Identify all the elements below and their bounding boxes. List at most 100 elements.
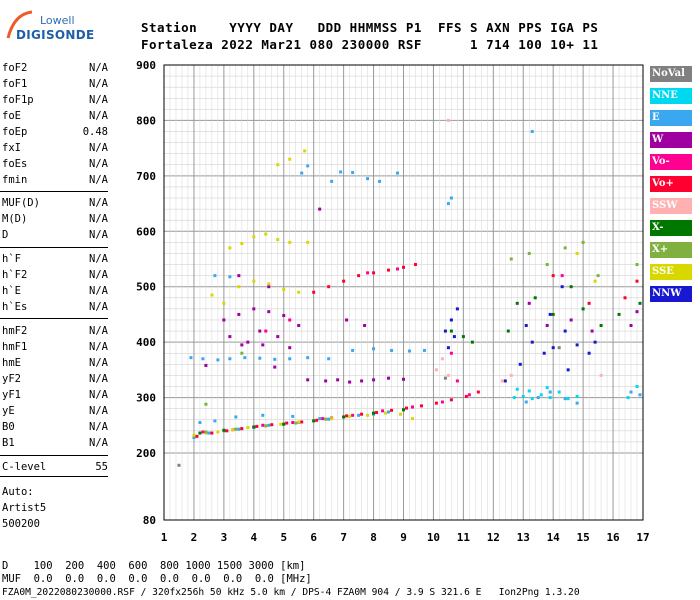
param-name: hmE [2, 357, 21, 369]
point-w [228, 335, 231, 338]
param-name: h`Es [2, 301, 27, 313]
point-w [297, 324, 300, 327]
point-w [252, 307, 255, 310]
param-value: N/A [89, 405, 108, 417]
separator [0, 455, 108, 456]
point-w [372, 378, 375, 381]
point-nnw [567, 368, 570, 371]
auto-program: Artist5 [2, 502, 46, 514]
legend-item-w: W [650, 132, 692, 148]
point-ssw [447, 374, 450, 377]
point-sse [411, 417, 414, 420]
point-sse [228, 246, 231, 249]
point-sse [222, 302, 225, 305]
legend-item-noval: NoVal [650, 66, 692, 82]
point-sse [240, 242, 243, 245]
separator [0, 318, 108, 319]
point-w [267, 285, 270, 288]
point-e [291, 415, 294, 418]
point-w [636, 310, 639, 313]
y-tick-label: 700 [136, 170, 156, 183]
point-vo- [588, 302, 591, 305]
param-name: yF1 [2, 389, 21, 401]
auto-label: Auto: [2, 486, 34, 498]
point-vo- [435, 402, 438, 405]
point-e [267, 424, 270, 427]
param-value: 0.48 [83, 126, 108, 138]
point-w [570, 318, 573, 321]
param-row-d: D N/A [2, 229, 108, 243]
point-ssw [510, 374, 513, 377]
point-vo- [468, 393, 471, 396]
logo-bottom-text: DIGISONDE [16, 28, 95, 42]
param-row-hmf1: hmF1 N/A [2, 341, 108, 355]
point-e [408, 350, 411, 353]
point-nnw [588, 352, 591, 355]
point-e [396, 172, 399, 175]
x-tick-label: 8 [370, 531, 377, 544]
point-vo- [420, 404, 423, 407]
point-e [387, 410, 390, 413]
x-tick-label: 7 [340, 531, 347, 544]
point-w [318, 208, 321, 211]
point-e [189, 356, 192, 359]
point-nnw [450, 318, 453, 321]
point-sse [192, 434, 195, 437]
point-vo- [372, 271, 375, 274]
param-value: N/A [89, 373, 108, 385]
point-x- [462, 335, 465, 338]
point-vo- [255, 425, 258, 428]
point-vo- [405, 407, 408, 410]
point-vo- [270, 423, 273, 426]
param-value: N/A [89, 301, 108, 313]
point-e [357, 414, 360, 417]
legend-item-vo-: Vo- [650, 154, 692, 170]
point-vo- [312, 291, 315, 294]
x-tick-label: 10 [427, 531, 440, 544]
param-name: fmin [2, 174, 27, 186]
point-nnw [564, 330, 567, 333]
point-w [288, 346, 291, 349]
footer-distance-line: D 100 200 400 600 800 1000 1500 3000 [km… [2, 560, 305, 572]
point-e [330, 180, 333, 183]
point-e [198, 421, 201, 424]
point-e [423, 349, 426, 352]
point-w [240, 343, 243, 346]
point-e [201, 357, 204, 360]
param-name: B0 [2, 421, 15, 433]
header-values: Fortaleza 2022 Mar21 080 230000 RSF 1 71… [141, 37, 598, 52]
point-vo- [375, 411, 378, 414]
legend-item-ssw: SSW [650, 198, 692, 214]
point-w [282, 314, 285, 317]
point-w [237, 274, 240, 277]
param-name: D [2, 229, 8, 241]
point-vo- [552, 274, 555, 277]
param-value: N/A [89, 421, 108, 433]
lowell-digisonde-logo: Lowell DIGISONDE [4, 6, 74, 46]
point-x- [639, 302, 642, 305]
legend-item-x-: X+ [650, 242, 692, 258]
point-sse [276, 238, 279, 241]
point-sse [237, 285, 240, 288]
point-e [378, 180, 381, 183]
x-tick-label: 12 [487, 531, 500, 544]
point-vo- [357, 274, 360, 277]
param-value: N/A [89, 341, 108, 353]
param-row-h-es: h`Es N/A [2, 301, 108, 315]
param-name: hmF1 [2, 341, 27, 353]
logo-top-text: Lowell [40, 14, 75, 27]
x-tick-label: 5 [280, 531, 287, 544]
point-nne [522, 395, 525, 398]
point-sse [267, 282, 270, 285]
point-nne [540, 393, 543, 396]
param-row-b1: B1 N/A [2, 437, 108, 451]
param-value: N/A [89, 213, 108, 225]
y-tick-label: 900 [136, 59, 156, 72]
point-vo- [300, 420, 303, 423]
point-w [336, 378, 339, 381]
point-x- [240, 352, 243, 355]
point-e [258, 357, 261, 360]
param-value: N/A [89, 357, 108, 369]
point-noval [444, 377, 447, 380]
point-x- [402, 408, 405, 411]
